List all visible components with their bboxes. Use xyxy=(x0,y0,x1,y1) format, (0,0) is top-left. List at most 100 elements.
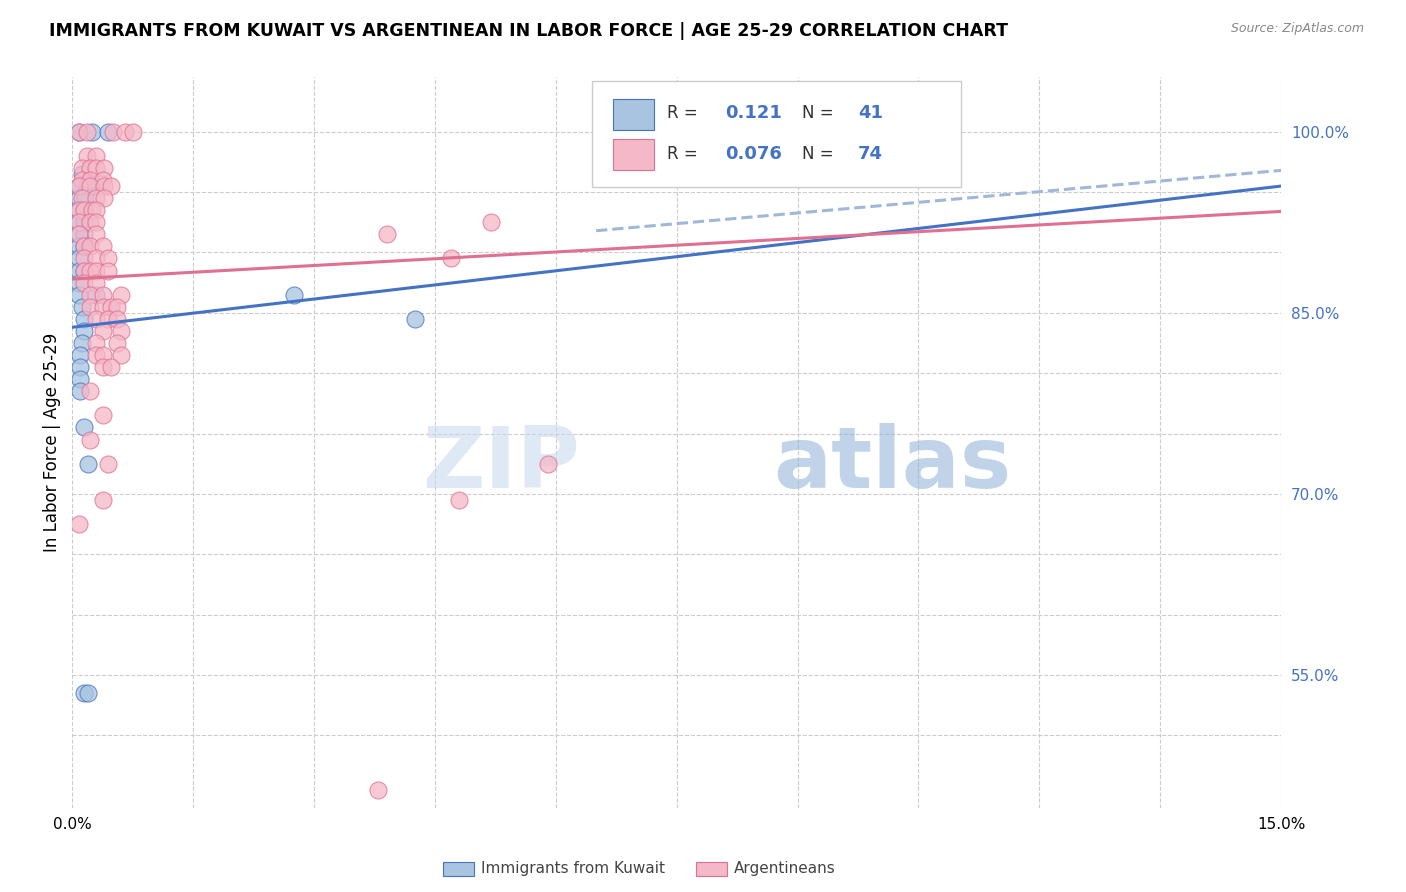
Point xyxy=(79,384,101,399)
Point xyxy=(73,227,96,242)
Point xyxy=(105,336,128,351)
Text: 74: 74 xyxy=(858,145,883,163)
Point xyxy=(73,203,96,218)
Point xyxy=(69,360,91,375)
Point xyxy=(72,239,94,253)
Point xyxy=(79,263,101,277)
Point xyxy=(79,239,101,253)
Text: N =: N = xyxy=(803,145,839,163)
Point xyxy=(283,287,305,301)
Point xyxy=(67,203,90,218)
Point xyxy=(79,173,101,187)
Text: atlas: atlas xyxy=(773,423,1012,506)
Point xyxy=(67,203,90,218)
Point xyxy=(86,263,108,277)
Point xyxy=(449,492,471,507)
Point xyxy=(67,179,90,194)
Point xyxy=(73,311,96,326)
Point xyxy=(79,287,101,301)
Point xyxy=(79,433,101,447)
Point xyxy=(67,227,90,242)
Point xyxy=(86,276,108,290)
Point xyxy=(73,686,96,700)
Point xyxy=(70,161,93,175)
Point xyxy=(76,179,98,194)
Point xyxy=(121,125,143,139)
Point xyxy=(86,215,108,229)
Point xyxy=(86,252,108,266)
Point xyxy=(70,300,93,314)
Point xyxy=(67,287,90,301)
Point xyxy=(86,287,108,301)
Point xyxy=(105,311,128,326)
Text: N =: N = xyxy=(803,104,839,122)
Point xyxy=(73,276,96,290)
Point xyxy=(86,161,108,175)
Text: R =: R = xyxy=(666,104,703,122)
FancyBboxPatch shape xyxy=(613,139,654,170)
Point xyxy=(86,149,108,163)
Point xyxy=(67,179,90,194)
Point xyxy=(110,324,132,338)
Point xyxy=(73,203,96,218)
Point xyxy=(82,125,104,139)
Point xyxy=(100,360,122,375)
Point xyxy=(97,263,120,277)
Point xyxy=(86,311,108,326)
Text: Immigrants from Kuwait: Immigrants from Kuwait xyxy=(481,862,665,876)
Point xyxy=(375,227,398,242)
Point xyxy=(69,372,91,386)
Point xyxy=(86,227,108,242)
Point xyxy=(367,782,389,797)
Point xyxy=(91,239,114,253)
Point xyxy=(73,263,96,277)
Text: ZIP: ZIP xyxy=(422,423,579,506)
Point xyxy=(72,215,94,229)
Point xyxy=(79,300,101,314)
Point xyxy=(86,336,108,351)
Point xyxy=(97,457,120,471)
Point xyxy=(86,348,108,362)
Point xyxy=(91,300,114,314)
Point xyxy=(70,173,93,187)
Text: IMMIGRANTS FROM KUWAIT VS ARGENTINEAN IN LABOR FORCE | AGE 25-29 CORRELATION CHA: IMMIGRANTS FROM KUWAIT VS ARGENTINEAN IN… xyxy=(49,22,1008,40)
Point xyxy=(93,191,115,205)
Point xyxy=(67,215,90,229)
Text: 0.076: 0.076 xyxy=(725,145,782,163)
Point xyxy=(91,492,114,507)
Point xyxy=(86,203,108,218)
Point xyxy=(67,215,90,229)
Point xyxy=(67,125,90,139)
Point xyxy=(77,686,100,700)
Point xyxy=(76,125,98,139)
Point xyxy=(82,203,104,218)
Point xyxy=(79,179,101,194)
Point xyxy=(114,125,136,139)
Point xyxy=(73,252,96,266)
Point xyxy=(67,252,90,266)
Text: 41: 41 xyxy=(858,104,883,122)
Point xyxy=(91,173,114,187)
FancyBboxPatch shape xyxy=(592,81,960,187)
Point xyxy=(440,252,463,266)
Point xyxy=(77,457,100,471)
Point xyxy=(97,311,120,326)
Point xyxy=(404,311,426,326)
Point xyxy=(79,215,101,229)
Point xyxy=(73,263,96,277)
Point xyxy=(67,125,90,139)
Point xyxy=(67,516,90,531)
Point xyxy=(76,149,98,163)
Text: Source: ZipAtlas.com: Source: ZipAtlas.com xyxy=(1230,22,1364,36)
Point xyxy=(101,125,124,139)
Point xyxy=(110,348,132,362)
Point xyxy=(69,384,91,399)
Point xyxy=(67,263,90,277)
FancyBboxPatch shape xyxy=(613,99,654,130)
Point xyxy=(70,167,93,181)
Text: Argentineans: Argentineans xyxy=(734,862,835,876)
Point xyxy=(91,324,114,338)
Point xyxy=(73,420,96,434)
Point xyxy=(91,287,114,301)
Point xyxy=(67,227,90,242)
